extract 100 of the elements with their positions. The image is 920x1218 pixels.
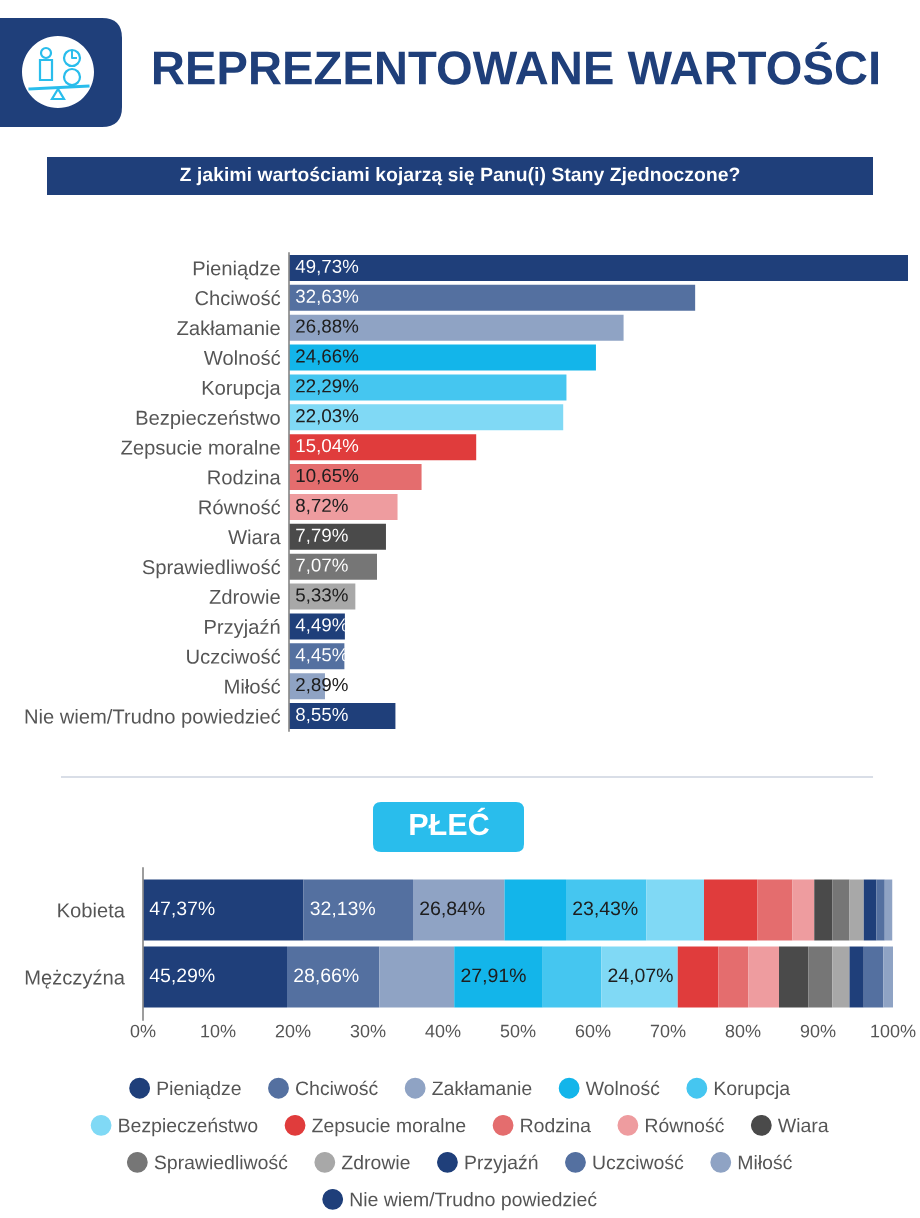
annotation: 24,07%	[608, 968, 673, 985]
annotation: 47,37%	[149, 901, 215, 918]
x-tick-label: 40%	[425, 1024, 461, 1038]
bar	[289, 374, 567, 401]
bar	[876, 879, 885, 941]
bar	[757, 879, 793, 941]
x-tick-label: 80%	[725, 1024, 761, 1038]
data-label: 7,79%	[296, 528, 348, 545]
chart-subtitle: Z jakimi wartościami kojarzą się Panu(i) Stany Zjednoczone?	[180, 166, 740, 186]
annotation: 26,84%	[420, 901, 485, 918]
y-tick-label: Zakłamanie	[177, 320, 280, 336]
y-tick-label: Zepsucie moralne	[121, 439, 280, 459]
legend-label: Nie wiem/Trudno powiedzieć	[350, 1191, 597, 1211]
y-tick-label: Chciwość	[195, 290, 281, 306]
data-label: 26,88%	[296, 319, 359, 335]
bar	[454, 946, 543, 1008]
legend-label: Zdrowie	[341, 1155, 410, 1170]
bar	[289, 493, 398, 520]
y-tick-label: Uczciwość	[187, 648, 281, 664]
bar	[289, 434, 477, 461]
bar	[863, 879, 877, 941]
x-tick-label: 50%	[500, 1024, 536, 1038]
y-tick-label: Korupcja	[202, 380, 281, 399]
bar	[808, 946, 833, 1008]
annotation: 28,66%	[294, 968, 359, 985]
data-label: 49,73%	[295, 259, 359, 276]
annotation: 27,91%	[461, 968, 526, 985]
data-label: 32,63%	[295, 289, 359, 306]
bar	[832, 879, 850, 941]
bar	[849, 879, 864, 941]
y-tick-label: Miłość	[225, 678, 281, 694]
data-label: 24,66%	[296, 349, 359, 365]
y-tick-label: Przyjaźń	[205, 619, 280, 639]
bar	[289, 703, 396, 730]
bar	[289, 404, 564, 431]
y-tick-label: Zdrowie	[209, 589, 280, 605]
data-label: 22,03%	[296, 409, 359, 425]
bar	[289, 254, 908, 281]
legend-label: Przyjaźń	[465, 1154, 538, 1174]
legend-label: Zepsucie moralne	[312, 1118, 466, 1137]
chart-title: PŁEĆ	[410, 807, 489, 836]
bar	[289, 314, 624, 341]
y-tick-label: Nie wiem/Trudno powiedzieć	[25, 708, 281, 728]
bar	[704, 879, 758, 941]
y-tick-label: Pieniądze	[193, 260, 280, 280]
bar	[883, 946, 893, 1008]
bar	[792, 879, 815, 941]
data-label: 15,04%	[296, 438, 359, 455]
data-label: 22,29%	[296, 379, 359, 395]
bar	[718, 946, 749, 1008]
y-tick-label: Bezpieczeństwo	[136, 409, 280, 429]
bar	[289, 553, 377, 580]
legend-label: Uczciwość	[593, 1154, 684, 1170]
bar	[289, 284, 696, 311]
data-label: 7,07%	[296, 558, 348, 574]
bar	[566, 879, 647, 941]
x-tick-label: 60%	[575, 1024, 611, 1038]
bar	[289, 464, 422, 491]
annotation: 32,13%	[310, 901, 376, 918]
data-label: 8,72%	[296, 498, 348, 515]
legend-label: Korupcja	[714, 1080, 791, 1100]
bar	[143, 879, 304, 941]
data-label: 5,33%	[296, 588, 348, 604]
legend-label: Równość	[646, 1117, 724, 1133]
y-tick-label: Kobieta	[58, 902, 125, 918]
bar	[289, 344, 596, 371]
x-tick-label: 70%	[650, 1024, 686, 1038]
y-tick-label: Wolność	[203, 350, 281, 366]
annotation: 45,29%	[149, 968, 215, 985]
bar	[379, 946, 455, 1008]
x-tick-label: 10%	[201, 1024, 236, 1038]
x-tick-label: 0%	[130, 1024, 156, 1038]
annotation: 23,43%	[573, 901, 638, 918]
y-tick-label: Mężczyźna	[25, 969, 125, 989]
legend-label: Wolność	[585, 1080, 660, 1096]
bar	[863, 946, 884, 1008]
bar	[413, 879, 505, 941]
legend-label: Miłość	[738, 1154, 792, 1170]
bar	[884, 879, 893, 941]
bar	[542, 946, 602, 1008]
bar	[779, 946, 809, 1008]
data-label: 8,55%	[296, 707, 348, 724]
bar	[504, 879, 566, 941]
legend-label: Rodzina	[521, 1118, 591, 1133]
bar	[646, 879, 704, 941]
legend-label: Zakłamanie	[432, 1080, 532, 1096]
chart-title: REPREZENTOWANE WARTOŚCI	[153, 42, 878, 85]
bar	[748, 946, 779, 1008]
legend-label: Wiara	[777, 1118, 829, 1133]
x-tick-label: 90%	[800, 1024, 836, 1038]
bar	[143, 946, 287, 1008]
legend-label: Chciwość	[296, 1080, 378, 1096]
y-tick-label: Wiara	[228, 529, 281, 545]
bar	[849, 946, 864, 1008]
x-tick-label: 100%	[871, 1024, 916, 1038]
y-tick-label: Sprawiedliwość	[142, 559, 281, 579]
bar	[289, 523, 386, 550]
y-tick-label: Równość	[199, 499, 281, 515]
data-label: 10,65%	[296, 468, 359, 485]
bar	[677, 946, 719, 1008]
